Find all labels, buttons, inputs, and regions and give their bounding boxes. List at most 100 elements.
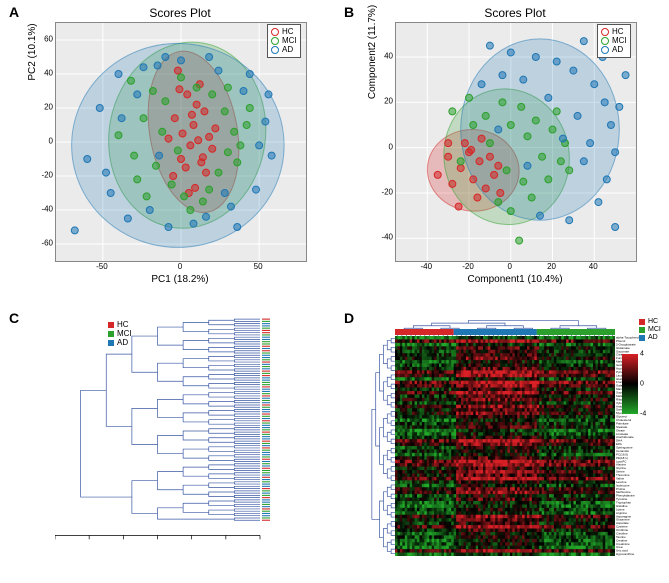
scatter-point (616, 103, 623, 110)
scatter-legend: HCMCIAD (267, 24, 301, 58)
legend-swatch-icon (601, 46, 609, 54)
scores-plot-title: Scores Plot (55, 6, 305, 20)
x-tick: -50 (96, 262, 108, 271)
scatter-plot (395, 22, 637, 262)
scatter-point (622, 72, 629, 79)
heatmap-legend: HCMCIAD (636, 316, 664, 344)
scatter-point (187, 142, 194, 149)
scatter-point (591, 81, 598, 88)
scatter-point (203, 213, 210, 220)
x-tick: 0 (508, 262, 512, 271)
scatter-point (201, 108, 208, 115)
scatter-point (221, 108, 228, 115)
scatter-point (154, 62, 161, 69)
scatter-point (461, 140, 468, 147)
legend-item: AD (108, 338, 132, 347)
scatter-point (179, 130, 186, 137)
scatter-point (486, 42, 493, 49)
scatter-point (234, 159, 241, 166)
legend-swatch-icon (271, 46, 279, 54)
legend-label: HC (648, 318, 658, 326)
scatter-point (221, 190, 228, 197)
scatter-point (178, 74, 185, 81)
legend-label: MCI (612, 36, 627, 45)
scatter-point (449, 180, 456, 187)
scatter-point (124, 215, 131, 222)
scatter-point (253, 186, 260, 193)
scatter-point (507, 49, 514, 56)
scatter-point (228, 203, 235, 210)
colorbar-tick: 4 (640, 351, 644, 358)
scatter-point (524, 162, 531, 169)
scatter-point (156, 152, 163, 159)
scatter-point (545, 94, 552, 101)
legend-item: AD (271, 45, 297, 54)
scatter-point (234, 224, 241, 231)
scatter-point (237, 142, 244, 149)
scatter-point (595, 199, 602, 206)
scatter-point (528, 194, 535, 201)
legend-swatch-icon (601, 28, 609, 36)
scatter-point (486, 140, 493, 147)
scatter-point (495, 162, 502, 169)
scatter-point (503, 167, 510, 174)
scatter-point (265, 91, 272, 98)
scatter-point (193, 101, 200, 108)
scatter-point (193, 84, 200, 91)
scatter-point (224, 149, 231, 156)
legend-item: AD (601, 45, 627, 54)
scatter-point (268, 152, 275, 159)
scatter-point (491, 171, 498, 178)
scatter-point (566, 217, 573, 224)
scatter-point (159, 128, 166, 135)
x-tick: 0 (178, 262, 182, 271)
scatter-point (445, 153, 452, 160)
scatter-point (553, 108, 560, 115)
panel-label: C (9, 310, 19, 326)
scatter-point (457, 165, 464, 172)
scatter-point (103, 169, 110, 176)
panel-label: A (9, 4, 19, 20)
heatmap-colorbar: 40-4 (622, 354, 638, 414)
scatter-point (499, 99, 506, 106)
scatter-point (182, 164, 189, 171)
x-tick: 20 (547, 262, 556, 271)
legend-item: AD (639, 334, 661, 342)
legend-item: MCI (271, 36, 297, 45)
colorbar-tick: 0 (640, 381, 644, 388)
scatter-point (187, 207, 194, 214)
scatter-point (188, 111, 195, 118)
x-tick: 50 (254, 262, 263, 271)
scatter-point (131, 152, 138, 159)
col-group-bar (395, 329, 615, 335)
scatter-point (445, 140, 452, 147)
scatter-point (170, 173, 177, 180)
scatter-point (497, 190, 504, 197)
scatter-point (246, 71, 253, 78)
figure-root: AScores Plot-50050-60-40-200204060PC1 (1… (0, 0, 669, 583)
scores-plot-title: Scores Plot (395, 6, 635, 20)
scatter-point (478, 81, 485, 88)
legend-label: HC (117, 320, 129, 329)
scatter-point (476, 158, 483, 165)
scatter-point (165, 135, 172, 142)
scatter-point (612, 149, 619, 156)
scatter-point (209, 145, 216, 152)
scatter-point (566, 167, 573, 174)
scatter-point (140, 115, 147, 122)
scatter-point (532, 54, 539, 61)
scatter-point (84, 156, 91, 163)
scatter-point (495, 199, 502, 206)
x-tick: -20 (462, 262, 474, 271)
legend-item: MCI (108, 329, 132, 338)
scatter-point (203, 169, 210, 176)
legend-swatch-icon (639, 335, 645, 341)
scatter-point (206, 186, 213, 193)
legend-label: HC (612, 27, 624, 36)
scatter-point (171, 115, 178, 122)
scatter-point (162, 98, 169, 105)
scatter-plot (55, 22, 307, 262)
scatter-point (146, 207, 153, 214)
scatter-point (499, 72, 506, 79)
scatter-point (190, 122, 197, 129)
